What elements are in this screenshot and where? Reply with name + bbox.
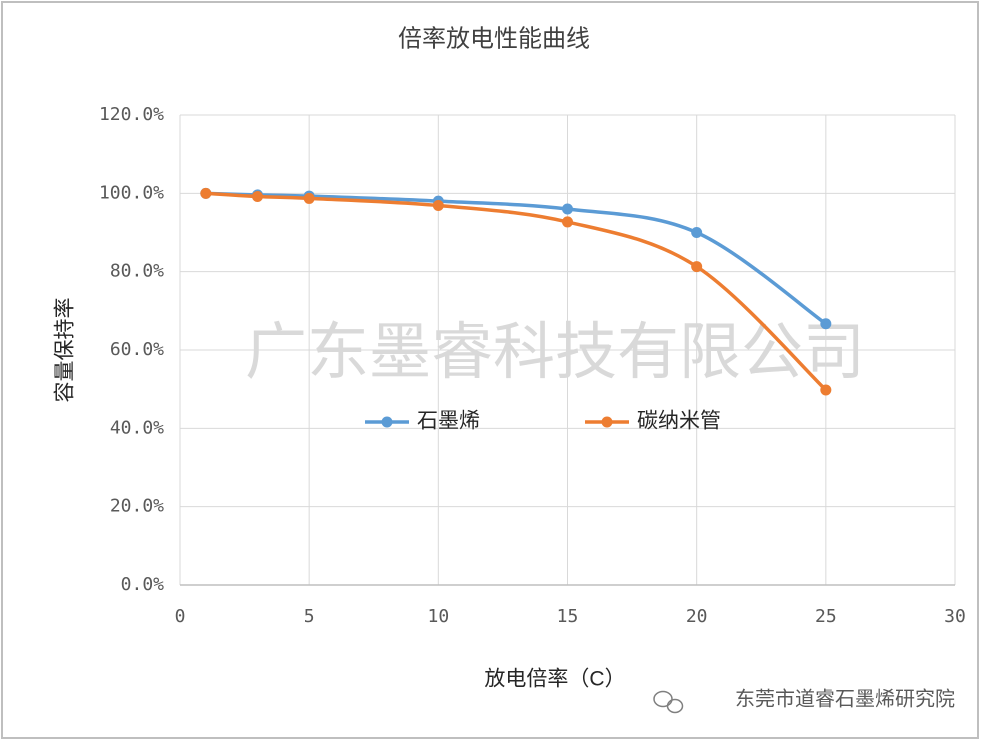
x-axis-label: 放电倍率（C） — [484, 668, 625, 691]
y-tick-label: 40.0% — [110, 417, 164, 438]
legend-label: 石墨烯 — [417, 410, 480, 433]
point — [691, 227, 703, 238]
x-tick-label: 20 — [686, 606, 708, 627]
point — [200, 187, 212, 199]
y-tick-label: 80.0% — [110, 261, 164, 282]
point — [252, 190, 263, 202]
watermark: 广东墨睿科技有限公司 — [245, 315, 865, 388]
point — [562, 203, 573, 215]
point — [820, 318, 832, 330]
y-tick-label: 20.0% — [110, 496, 164, 517]
point — [691, 261, 703, 273]
point — [303, 192, 315, 204]
y-axis-label: 容量保持率 — [54, 298, 77, 403]
x-tick-label: 30 — [944, 606, 966, 627]
x-tick-label: 25 — [815, 606, 837, 627]
y-tick-label: 120.0% — [99, 104, 164, 125]
y-tick-label: 0.0% — [121, 574, 165, 595]
point — [562, 216, 573, 228]
x-tick-label: 15 — [557, 606, 579, 627]
legend-marker — [601, 416, 613, 428]
legend-label: 碳纳米管 — [637, 410, 721, 433]
legend-marker — [381, 416, 393, 428]
source-text: 东莞市道睿石墨烯研究院 — [735, 687, 955, 710]
series-line — [205, 191, 827, 326]
y-tick-label: 100.0% — [99, 182, 164, 203]
series-line — [205, 191, 828, 392]
source-icon — [653, 690, 684, 714]
x-tick-label: 5 — [304, 606, 315, 627]
point — [820, 384, 832, 396]
chart-title: 倍率放电性能曲线 — [398, 25, 590, 52]
x-tick-label: 0 — [175, 606, 186, 627]
x-tick-label: 10 — [427, 606, 449, 627]
point — [432, 199, 444, 211]
y-tick-label: 60.0% — [110, 339, 164, 360]
